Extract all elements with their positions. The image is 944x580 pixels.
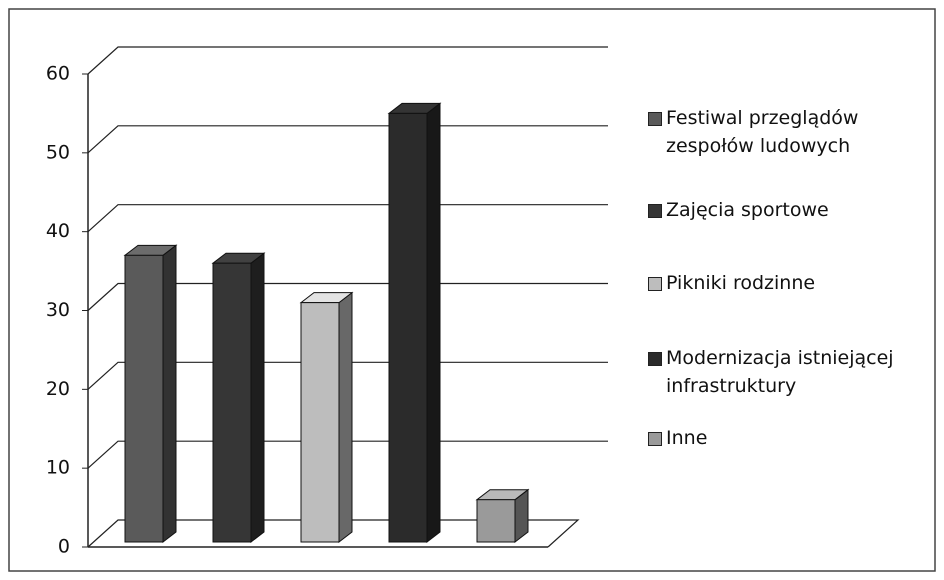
legend-label: Modernizacja istniejącej infrastruktury (666, 347, 894, 397)
grid-line (87, 361, 608, 390)
bar (388, 112, 428, 543)
y-tick-label: 10 (46, 457, 70, 479)
grid-line (87, 204, 608, 233)
legend-label: Inne (666, 427, 708, 449)
bar (212, 262, 252, 543)
legend-item: Festiwal przeglądów zespołów ludowych (648, 104, 910, 160)
y-tick-label: 0 (58, 536, 70, 558)
grid-line (87, 46, 608, 75)
bar-side (426, 102, 441, 544)
grid-line (87, 440, 608, 469)
legend-item: Inne (648, 424, 910, 452)
legend-swatch (648, 204, 662, 218)
grid-line (87, 282, 608, 311)
legend-item: Modernizacja istniejącej infrastruktury (648, 344, 910, 400)
bar (300, 302, 340, 543)
bar-side (250, 252, 265, 544)
y-tick-label: 40 (46, 220, 70, 242)
legend-item: Pikniki rodzinne (648, 269, 910, 297)
y-tick-label: 20 (46, 378, 70, 400)
y-tick-label: 30 (46, 299, 70, 321)
grid-line (87, 125, 608, 154)
legend-swatch (648, 112, 662, 126)
legend-label: Zajęcia sportowe (666, 199, 829, 221)
bar (124, 254, 164, 543)
legend-swatch (648, 277, 662, 291)
y-tick-label: 60 (46, 63, 70, 85)
legend-swatch (648, 352, 662, 366)
legend-label: Pikniki rodzinne (666, 272, 816, 294)
legend-item: Zajęcia sportowe (648, 196, 910, 224)
legend-swatch (648, 432, 662, 446)
bar-side (338, 291, 353, 544)
bar-side (162, 244, 177, 544)
legend-label: Festiwal przeglądów zespołów ludowych (666, 107, 859, 157)
frame-border (8, 8, 936, 572)
y-tick-label: 50 (46, 141, 70, 163)
bar (476, 499, 516, 543)
